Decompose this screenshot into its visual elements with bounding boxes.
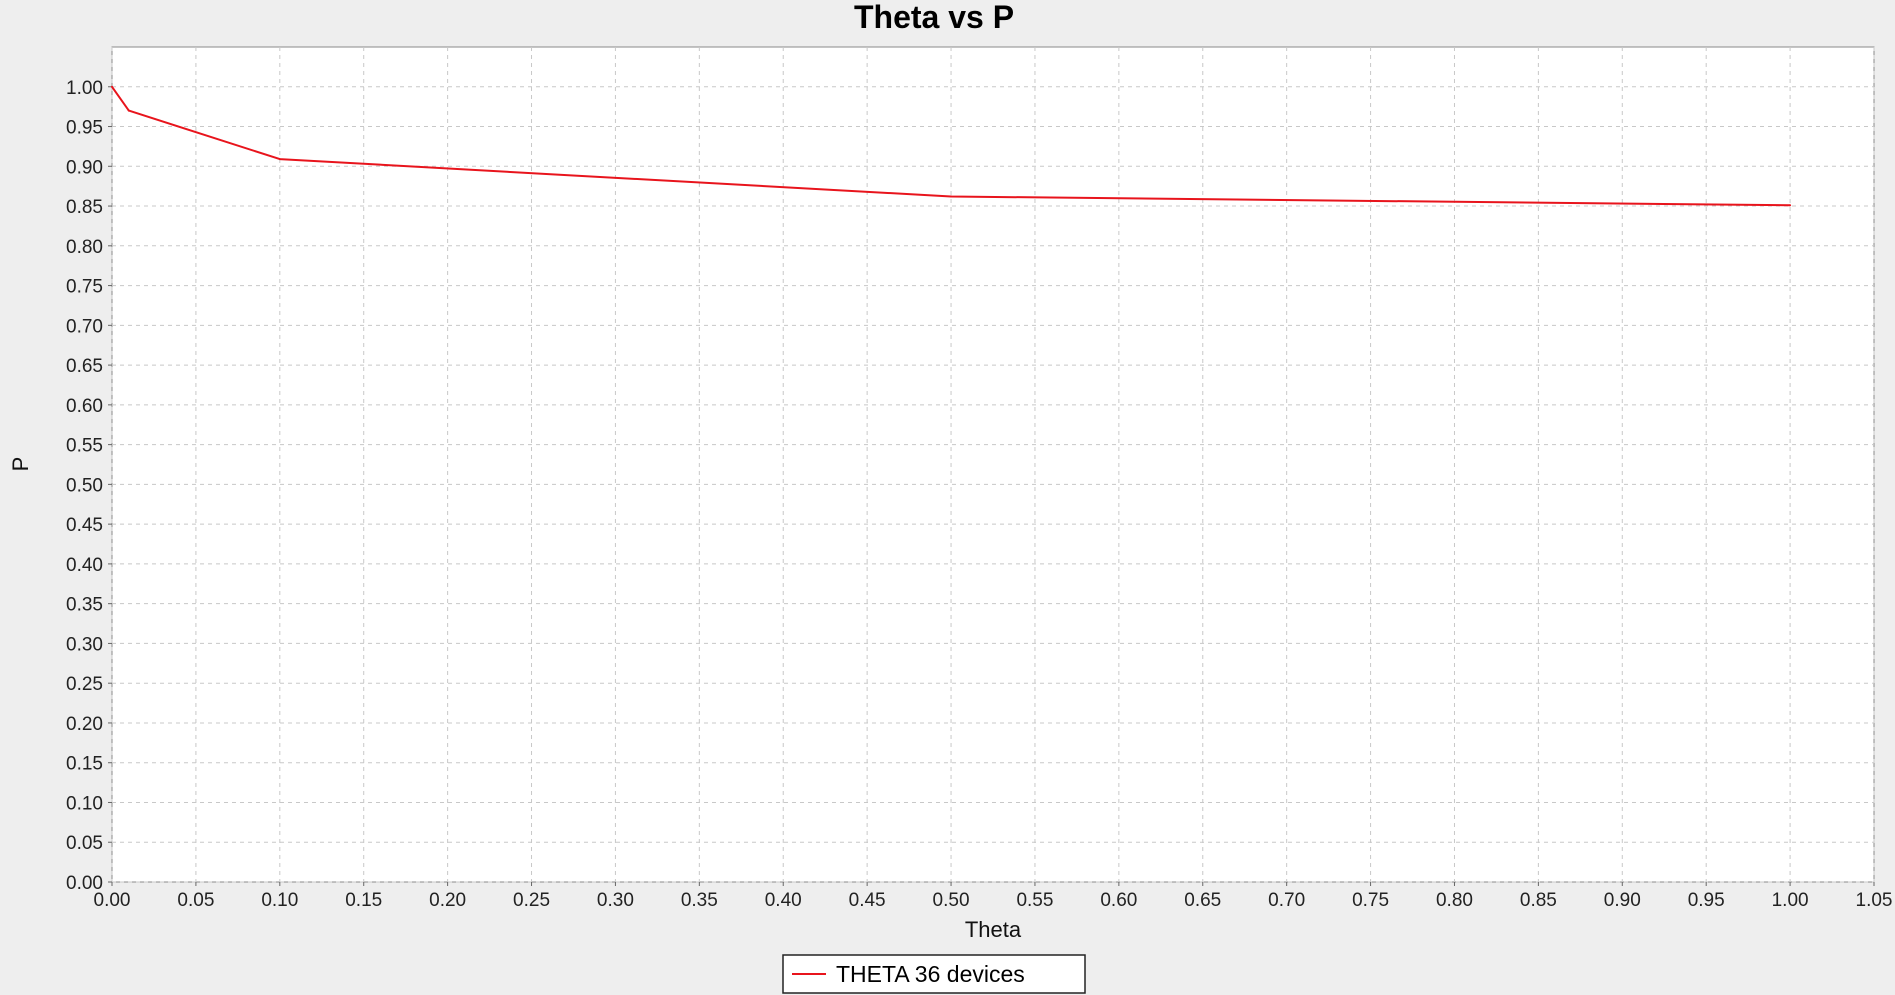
- x-tick-label: 0.85: [1520, 890, 1557, 911]
- x-tick-label: 0.40: [765, 890, 802, 911]
- x-tick-label: 0.30: [597, 890, 634, 911]
- y-tick-label: 1.00: [66, 78, 103, 99]
- y-tick-label: 0.05: [66, 833, 103, 854]
- y-tick-label: 0.45: [66, 515, 103, 536]
- data-point: [128, 110, 130, 112]
- legend: THETA 36 devices: [783, 955, 1085, 993]
- x-tick-label: 0.80: [1436, 890, 1473, 911]
- x-tick-label: 0.45: [849, 890, 886, 911]
- data-point: [1789, 204, 1791, 206]
- x-tick-label: 0.50: [933, 890, 970, 911]
- x-tick-label: 0.70: [1268, 890, 1305, 911]
- y-tick-label: 0.35: [66, 595, 103, 616]
- y-axis-title: P: [8, 457, 33, 472]
- x-tick-label: 0.25: [513, 890, 550, 911]
- y-tick-label: 0.20: [66, 714, 103, 735]
- y-tick-label: 0.40: [66, 555, 103, 576]
- x-axis-title: Theta: [965, 917, 1022, 942]
- x-tick-label: 0.55: [1016, 890, 1053, 911]
- plot-area: [112, 47, 1874, 882]
- y-tick-label: 0.50: [66, 475, 103, 496]
- y-tick-label: 0.25: [66, 674, 103, 695]
- y-tick-label: 0.30: [66, 634, 103, 655]
- y-tick-label: 0.65: [66, 356, 103, 377]
- x-tick-label: 0.05: [177, 890, 214, 911]
- x-tick-label: 0.20: [429, 890, 466, 911]
- y-tick-label: 0.70: [66, 316, 103, 337]
- x-tick-label: 0.95: [1688, 890, 1725, 911]
- y-tick-label: 0.95: [66, 118, 103, 139]
- y-tick-label: 0.85: [66, 197, 103, 218]
- y-tick-label: 0.10: [66, 793, 103, 814]
- x-tick-label: 1.00: [1772, 890, 1809, 911]
- data-point: [279, 158, 281, 160]
- y-tick-label: 0.15: [66, 754, 103, 775]
- x-tick-label: 0.90: [1604, 890, 1641, 911]
- x-tick-label: 0.65: [1184, 890, 1221, 911]
- legend-label: THETA 36 devices: [836, 961, 1025, 987]
- data-point: [950, 196, 952, 198]
- x-axis: 0.00 0.05 0.10 0.15 0.20 0.25 0.30 0.35 0.40 0.45…: [94, 882, 1893, 911]
- x-tick-label: 0.60: [1100, 890, 1137, 911]
- x-tick-label: 0.10: [261, 890, 298, 911]
- y-tick-label: 0.80: [66, 237, 103, 258]
- y-tick-label: 0.00: [66, 873, 103, 894]
- x-tick-label: 0.15: [345, 890, 382, 911]
- x-tick-label: 0.35: [681, 890, 718, 911]
- y-tick-label: 0.90: [66, 157, 103, 178]
- x-tick-label: 0.75: [1352, 890, 1389, 911]
- data-point: [111, 86, 113, 88]
- y-tick-label: 0.60: [66, 396, 103, 417]
- y-axis: 0.00 0.05 0.10 0.15 0.20 0.25 0.30 0.35 0.40 0.45…: [66, 78, 112, 894]
- y-tick-label: 0.75: [66, 277, 103, 298]
- chart-title: Theta vs P: [854, 0, 1014, 35]
- x-tick-label: 1.05: [1856, 890, 1893, 911]
- y-tick-label: 0.55: [66, 436, 103, 457]
